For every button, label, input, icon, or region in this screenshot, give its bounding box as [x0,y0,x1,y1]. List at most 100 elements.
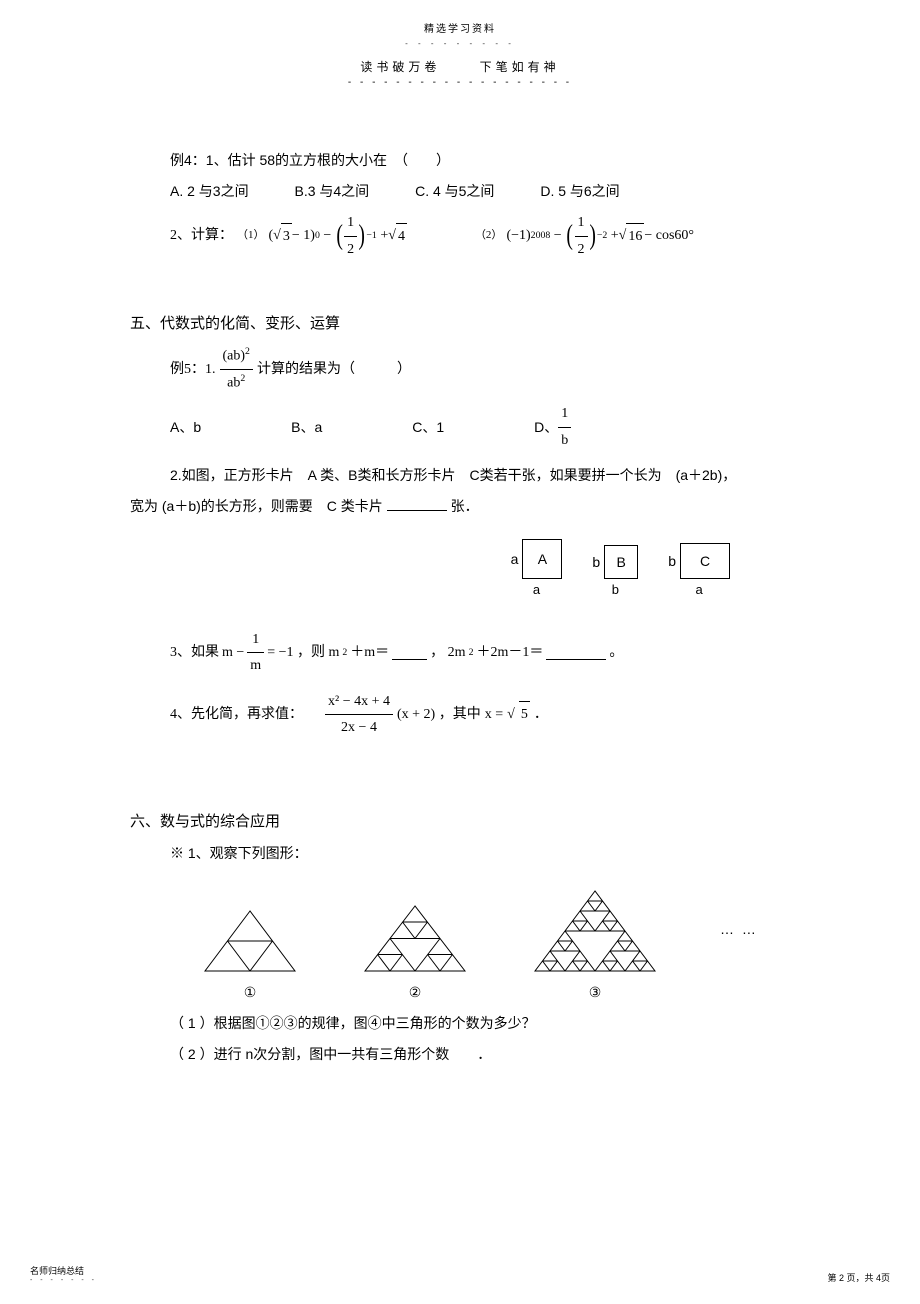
q4-sqrt5: 5 [519,701,530,727]
sqrt16: 16 [626,223,644,249]
sqrt3: 3 [281,223,292,249]
triangle-1: ① [200,906,300,1001]
tri-label-1: ① [200,984,300,1001]
q3-sup2a: 2 [342,644,347,662]
ex4-p2-label: （2） [475,226,503,246]
ex4-q2: 2、计算： （1） (3 − 1 )0 − ( 12 )−1 + 4 （2） (… [170,210,790,261]
q3-tail: ＋2m－1＝ [476,640,543,665]
q3-period: 。 [609,640,623,665]
ex4-expr1: (3 − 1 )0 − ( 12 )−1 + 4 [269,210,407,261]
ex4-p1-label: （1） [237,226,265,246]
ex5-q2-line1: 2.如图，正方形卡片 A 类、B类和长方形卡片 C类若干张，如果要拼一个长为 (… [130,463,790,488]
ex5-q2-pre: 宽为 (a＋b)的长方形，则需要 C 类卡片 [130,498,383,514]
ex5-d-label: D、 [534,415,558,440]
q3-num: 1 [247,627,264,653]
ex5-q4: 4、先化简，再求值： x² − 4x + 42x − 4 (x + 2) ，其中… [130,689,790,740]
tri-label-3: ③ [530,984,660,1001]
ex6-sub2: （ 2 ）进行 n次分割，图中一共有三角形个数 ． [170,1042,790,1067]
q4-mid: (x + 2) ，其中 [397,702,481,727]
footer-left-text: 名师归纳总结 [30,1264,97,1277]
ex5-prefix: 例5：1. [170,357,216,382]
header-top-text: 精选学习资料 [60,20,860,35]
half-den-2: 2 [575,237,588,262]
card-b-below: b [592,582,638,597]
motto-left: 读书破万卷 [360,60,440,74]
header-motto: 读书破万卷 下笔如有神 [60,58,860,75]
header-top-dots: - - - - - - - - - [60,39,860,48]
card-c: b C a [668,543,730,597]
triangles-row: ① ② [200,886,790,1001]
ex5-opt-c: C、1 [412,415,444,440]
ex4-opt-d: D. 5 与6之间 [540,183,619,199]
q4-end: ． [534,702,548,727]
minus1: − 1 [292,223,310,248]
half-den-1: 2 [344,237,357,262]
card-a: a A a [511,539,563,597]
card-a-side: a [511,551,519,567]
q3-comma: ， 2m [430,640,465,665]
card-a-box: A [522,539,562,579]
ex5-num: (ab) [223,348,246,363]
sup-neg1: −1 [366,227,376,245]
ex5-d-den: b [558,428,571,453]
q3-mid: ＋m＝ [350,640,389,665]
footer-right-text: 第 2 页，共 4页 [827,1271,890,1284]
ex4-q2-prefix: 2、计算： [170,223,233,248]
exp2008: 2008 [531,227,551,245]
section6-title: 六、数与式的综合应用 [130,810,790,831]
ex5-q2-line2: 宽为 (a＋b)的长方形，则需要 C 类卡片 张． [130,494,790,519]
blank-2 [392,646,427,660]
ex5-opt-d: D、 1b [534,401,571,452]
footer-right: 第 2 页，共 4页 [827,1271,890,1284]
card-a-below: a [511,582,563,597]
ex5-q2-post: 张． [451,498,479,514]
card-b-label: B [617,554,626,570]
ex5-opts: A、b B、a C、1 D、 1b [130,401,790,452]
footer-left-dots: - - - - - - - [30,1277,97,1284]
blank-1 [387,497,447,511]
cos60: − cos60° [644,223,694,248]
ex4-q1: 例4：1、估计 58的立方根的大小在 （ ） [170,148,790,173]
section5-title: 五、代数式的化简、变形、运算 [130,312,790,333]
q3-den: m [247,653,264,678]
q4-num: x² − 4x + 4 [325,689,393,715]
header-dashes: - - - - - - - - - - - - - - - - - - - [60,77,860,88]
half-num-2: 1 [575,210,588,236]
ex5-den: ab [227,375,240,390]
ex5-opt-b: B、a [291,415,322,440]
card-a-label: A [538,551,547,567]
card-c-below: a [668,582,730,597]
sqrt4: 4 [396,223,407,249]
ex5-q1: 例5：1. (ab)2 ab2 计算的结果为（ ） [130,343,790,396]
ex6-q1: ※ 1、观察下列图形： [170,841,790,866]
q4-den: 2x − 4 [325,715,393,740]
q4-pre: 4、先化简，再求值： [170,702,303,727]
ex6-sub1: （ 1 ）根据图①②③的规律，图④中三角形的个数为多少？ [170,1011,790,1036]
blank-3 [546,646,606,660]
triangle-3: ③ [530,886,660,1001]
card-c-side: b [668,553,676,569]
ex5-q3: 3、如果 m − 1m = −1 ，则 m2 ＋m＝ ， 2m2 ＋2m－1＝ … [130,627,790,678]
cards-row: a A a b B b b C a [130,539,730,597]
q3-eq: = −1 ，则 m [267,640,339,665]
ex5-d-num: 1 [558,401,571,427]
card-c-box: C [680,543,730,579]
ex5-tail: 计算的结果为（ ） [257,357,411,382]
ex5-opt-a: A、b [170,415,201,440]
ex4-opts: A. 2 与3之间 B.3 与4之间 C. 4 与5之间 D. 5 与6之间 [170,179,790,204]
half-num-1: 1 [344,210,357,236]
ex4-opt-a: A. 2 与3之间 [170,183,249,199]
sup-neg2: −2 [597,227,607,245]
ex4-expr2: (−1)2008 − ( 12 )−2 + 16 − cos60° [506,210,694,261]
card-b: b B b [592,545,638,597]
ex5-numsup: 2 [245,346,250,357]
q4-x: x = [485,702,503,727]
card-c-label: C [700,553,710,569]
card-b-side: b [592,554,600,570]
q3-pre: 3、如果 [170,640,219,665]
footer-left: 名师归纳总结 - - - - - - - [30,1264,97,1284]
triangles-ellipsis: … … [720,921,758,967]
sup0: 0 [315,227,320,245]
neg1base: (−1) [506,223,530,248]
ex4-opt-c: C. 4 与5之间 [415,183,494,199]
